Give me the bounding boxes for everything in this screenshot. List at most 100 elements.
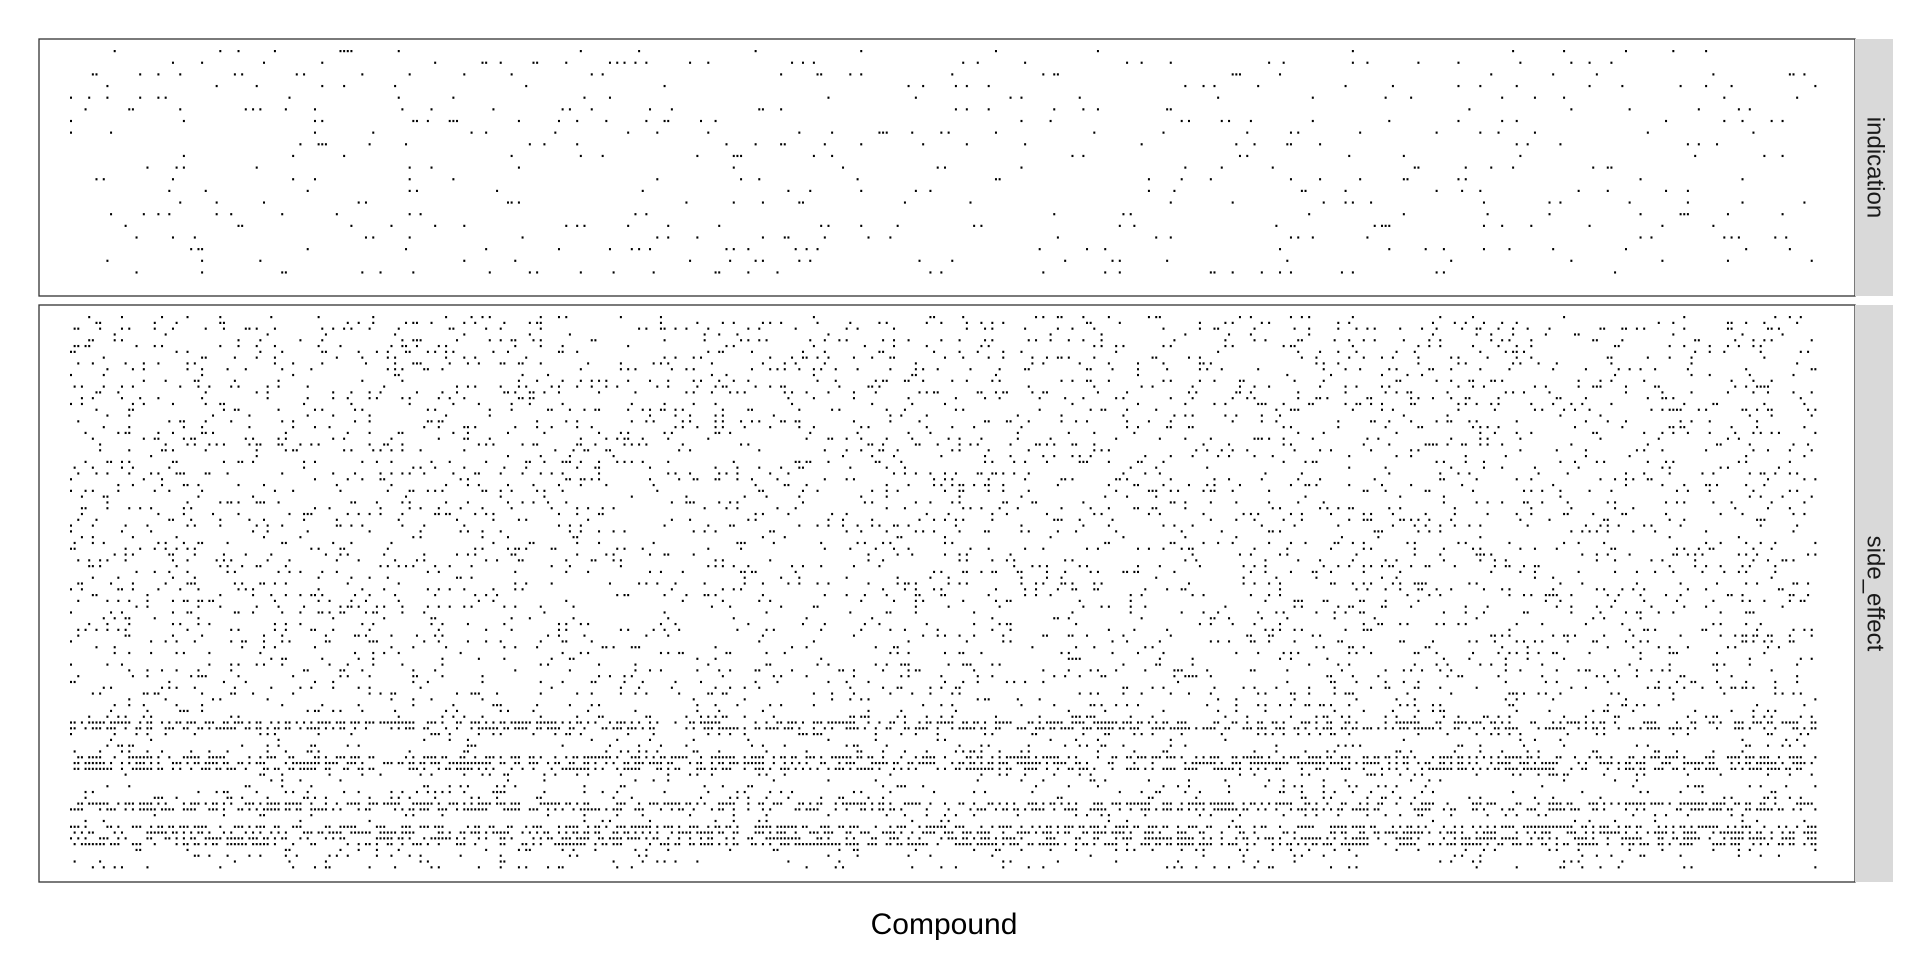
heatmap-cell xyxy=(1548,201,1551,204)
heatmap-cell xyxy=(907,431,910,435)
heatmap-cell xyxy=(266,524,269,527)
heatmap-cell xyxy=(131,483,134,487)
heatmap-cell xyxy=(474,547,477,550)
heatmap-cell xyxy=(1348,356,1351,359)
heatmap-cell xyxy=(175,460,178,463)
heatmap-cell xyxy=(1391,709,1394,713)
heatmap-cell xyxy=(1289,692,1292,695)
heatmap-cell xyxy=(718,478,721,481)
heatmap-cell xyxy=(1788,248,1791,251)
heatmap-cell xyxy=(1657,646,1660,649)
heatmap-cell xyxy=(798,582,801,585)
heatmap-cell xyxy=(747,565,750,568)
heatmap-cell xyxy=(1038,565,1041,568)
heatmap-cell xyxy=(1479,84,1482,88)
heatmap-cell xyxy=(1450,420,1453,423)
heatmap-cell xyxy=(984,698,987,701)
heatmap-cell xyxy=(896,536,899,539)
heatmap-cell xyxy=(1748,443,1751,446)
heatmap-cell xyxy=(692,530,695,533)
heatmap-cell xyxy=(1752,449,1755,452)
heatmap-cell xyxy=(1122,213,1125,216)
heatmap-cell xyxy=(1675,553,1678,556)
heatmap-cell xyxy=(856,727,859,730)
heatmap-cell xyxy=(332,541,335,545)
heatmap-cell xyxy=(1439,316,1442,319)
heatmap-cell xyxy=(1056,327,1059,330)
heatmap-cell xyxy=(1275,408,1278,411)
heatmap-cell xyxy=(1286,680,1289,684)
heatmap-cell xyxy=(805,617,808,620)
heatmap-cell xyxy=(113,646,116,649)
heatmap-cell xyxy=(1002,321,1005,324)
heatmap-cell xyxy=(1428,646,1431,649)
heatmap-cell xyxy=(619,721,622,724)
heatmap-cell xyxy=(878,350,881,353)
heatmap-cell xyxy=(1803,201,1806,204)
heatmap-cell xyxy=(401,379,404,382)
heatmap-cell xyxy=(1563,50,1566,53)
heatmap-cell xyxy=(190,675,193,678)
heatmap-cell xyxy=(1504,657,1507,660)
heatmap-cell xyxy=(1228,443,1231,446)
heatmap-cell xyxy=(1639,617,1642,620)
heatmap-cell xyxy=(1614,721,1617,724)
heatmap-cell xyxy=(1570,402,1573,406)
heatmap-cell xyxy=(798,576,801,579)
heatmap-cell xyxy=(1730,236,1733,239)
heatmap-cell xyxy=(652,727,655,730)
heatmap-cell xyxy=(1756,721,1759,724)
heatmap-cell xyxy=(1297,478,1300,481)
heatmap-cell xyxy=(237,460,240,463)
heatmap-cell xyxy=(1082,108,1085,111)
heatmap-cell xyxy=(587,622,590,626)
heatmap-cell xyxy=(175,651,178,655)
heatmap-cell xyxy=(1337,321,1340,324)
heatmap-cell xyxy=(321,327,324,330)
heatmap-cell xyxy=(1209,617,1212,620)
heatmap-cell xyxy=(1319,449,1322,452)
heatmap-cell xyxy=(1355,651,1358,655)
heatmap-cell xyxy=(1624,327,1627,330)
heatmap-cell xyxy=(1322,599,1325,602)
heatmap-cell xyxy=(1479,663,1482,666)
heatmap-cell xyxy=(1020,576,1023,579)
heatmap-cell xyxy=(805,675,808,678)
heatmap-cell xyxy=(193,379,196,382)
heatmap-cell xyxy=(896,715,899,718)
heatmap-cell xyxy=(437,640,440,643)
heatmap-cell xyxy=(1381,408,1383,411)
heatmap-cell xyxy=(95,727,98,730)
heatmap-cell xyxy=(958,483,961,487)
heatmap-cell xyxy=(1767,408,1770,411)
heatmap-cell xyxy=(1180,611,1183,614)
heatmap-cell xyxy=(117,483,120,487)
heatmap-cell xyxy=(1147,178,1150,181)
heatmap-cell xyxy=(827,518,830,521)
heatmap-cell xyxy=(1745,455,1748,458)
heatmap-cell xyxy=(1348,321,1351,324)
heatmap-cell xyxy=(106,259,109,262)
heatmap-cell xyxy=(364,721,367,724)
heatmap-cell xyxy=(1624,698,1627,701)
heatmap-cell xyxy=(1111,518,1114,521)
heatmap-cell xyxy=(1027,530,1030,533)
heatmap-cell xyxy=(150,640,153,643)
heatmap-cell xyxy=(721,599,724,602)
heatmap-cell xyxy=(1373,530,1376,533)
heatmap-cell xyxy=(321,594,324,597)
heatmap-cell xyxy=(1515,622,1518,626)
heatmap-cell xyxy=(590,73,593,76)
heatmap-cell xyxy=(645,119,648,123)
heatmap-cell xyxy=(1056,588,1059,591)
heatmap-cell xyxy=(914,582,917,585)
heatmap-cell xyxy=(812,344,815,348)
heatmap-cell xyxy=(1348,704,1351,707)
heatmap-cell xyxy=(1726,646,1729,649)
heatmap-cell xyxy=(878,131,881,134)
heatmap-cell xyxy=(649,379,652,382)
heatmap-cell xyxy=(437,605,440,608)
heatmap-cell xyxy=(456,385,459,388)
heatmap-cell xyxy=(263,536,266,539)
heatmap-cell xyxy=(1115,437,1118,440)
